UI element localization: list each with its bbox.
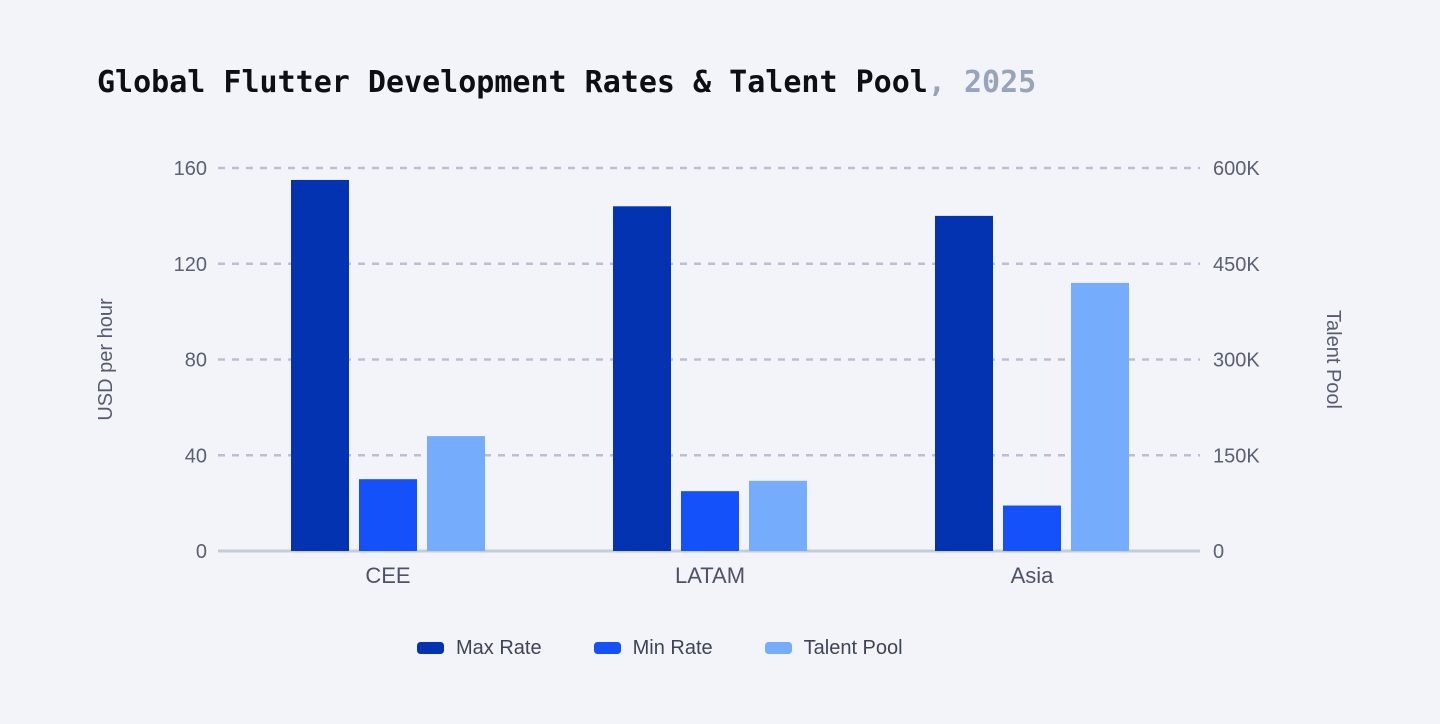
category-label-cee: CEE — [365, 563, 410, 588]
bar-min-rate-cee[interactable] — [359, 479, 417, 551]
bar-max-rate-cee[interactable] — [291, 179, 349, 551]
right-axis-tick: 450K — [1213, 254, 1260, 276]
legend-swatch-max-rate — [417, 642, 444, 654]
left-axis-tick: 120 — [174, 254, 207, 276]
bar-talent-pool-cee[interactable] — [427, 436, 485, 551]
chart-title-main: Global Flutter Development Rates & Talen… — [97, 65, 928, 100]
bar-max-rate-asia[interactable] — [935, 215, 993, 551]
category-label-asia: Asia — [1011, 563, 1055, 588]
chart-legend: Max Rate Min Rate Talent Pool — [417, 637, 903, 659]
legend-item-talent-pool[interactable]: Talent Pool — [764, 637, 903, 659]
left-axis-tick: 160 — [174, 158, 207, 180]
legend-swatch-min-rate — [593, 642, 621, 654]
right-axis-tick: 300K — [1213, 350, 1260, 372]
chart-title: Global Flutter Development Rates & Talen… — [97, 64, 1036, 102]
bar-chart-canvas: 0 0 40 150K 80 300K 120 450K 160 600K USD per hour… — [95, 158, 1344, 588]
right-axis-title: Talent Pool — [1322, 310, 1344, 409]
legend-swatch-talent-pool — [764, 642, 792, 654]
right-axis-tick: 600K — [1213, 158, 1260, 180]
bar-max-rate-latam[interactable] — [613, 206, 671, 552]
bar-min-rate-asia[interactable] — [1003, 505, 1061, 551]
right-axis-tick: 0 — [1213, 541, 1224, 563]
right-axis-tick: 150K — [1213, 445, 1260, 467]
left-axis-tick: 0 — [196, 541, 207, 563]
legend-label-max-rate: Max Rate — [456, 637, 542, 659]
bar-talent-pool-asia[interactable] — [1071, 282, 1129, 551]
left-axis-tick: 40 — [185, 445, 207, 467]
legend-item-max-rate[interactable]: Max Rate — [417, 637, 542, 659]
bar-min-rate-latam[interactable] — [681, 491, 739, 551]
bar-talent-pool-latam[interactable] — [749, 480, 807, 551]
legend-label-talent-pool: Talent Pool — [803, 637, 903, 659]
left-axis-tick: 80 — [185, 350, 207, 372]
legend-label-min-rate: Min Rate — [632, 637, 713, 659]
chart-title-year: , 2025 — [927, 65, 1037, 100]
left-axis-title: USD per hour — [95, 298, 117, 421]
legend-item-min-rate[interactable]: Min Rate — [593, 637, 713, 659]
category-label-latam: LATAM — [675, 563, 745, 588]
